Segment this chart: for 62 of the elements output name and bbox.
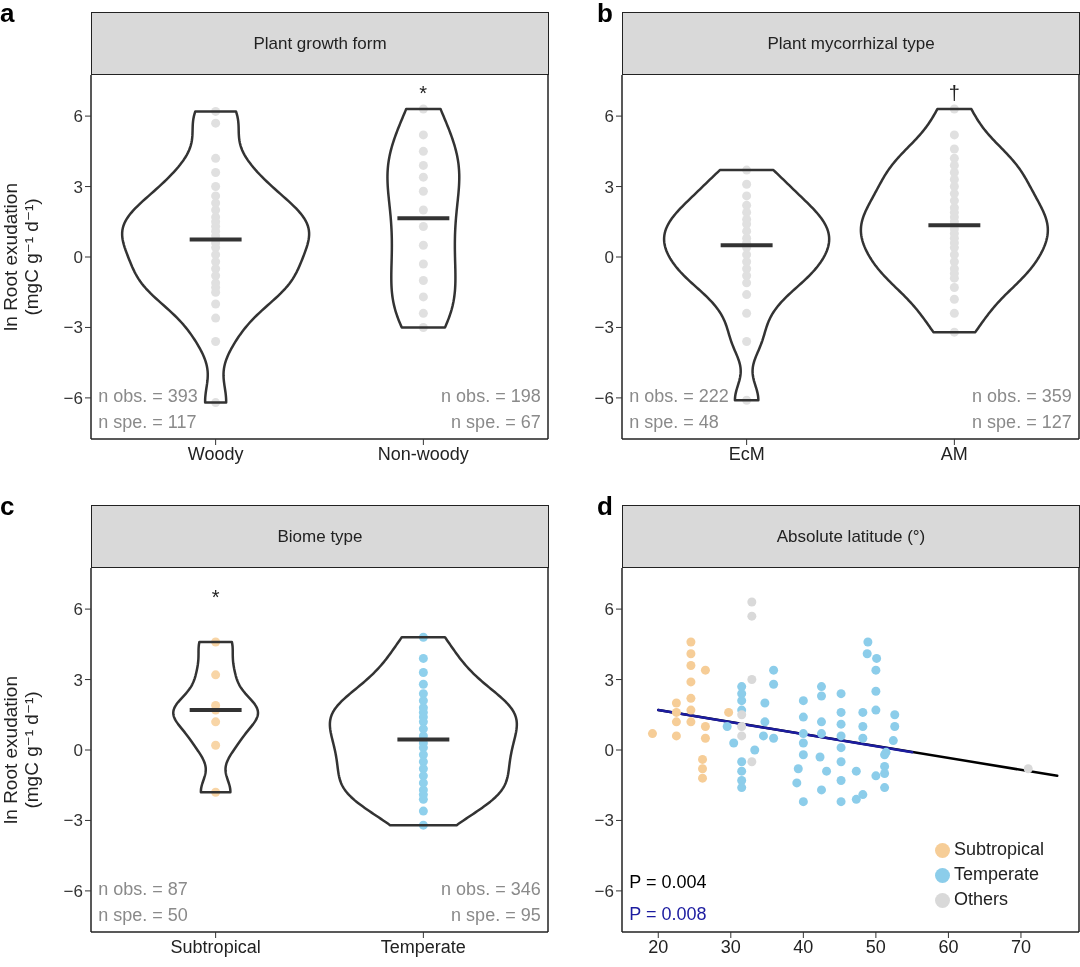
chart-subtitle: Absolute latitude (°)	[776, 526, 926, 547]
y-tick-label: −3	[63, 811, 83, 831]
x-tick-label: EcM	[728, 443, 765, 464]
chart-subtitle: Plant mycorrhizal type	[767, 33, 935, 54]
y-tick-label: −3	[63, 318, 83, 338]
x-tick-label: 50	[865, 936, 886, 957]
annotation: n spe. = 117	[98, 412, 197, 432]
y-tick-label: 3	[73, 177, 83, 197]
x-tick-label: Temperate	[380, 936, 466, 957]
x-tick-label: 60	[938, 936, 959, 957]
x-tick-label: 40	[793, 936, 814, 957]
annotation: n spe. = 67	[451, 412, 541, 432]
annotation: n obs. = 393	[98, 386, 198, 406]
y-tick-label: 0	[604, 741, 614, 761]
y-tick-label: 3	[604, 177, 614, 197]
y-tick-label: −6	[63, 881, 83, 901]
annotation: *	[211, 586, 220, 609]
annotation: P = 0.008	[629, 904, 707, 924]
y-tick-label: −6	[594, 388, 614, 408]
annotation: n spe. = 95	[451, 905, 541, 925]
chart-title: b	[597, 0, 613, 28]
y-tick-label: −3	[594, 318, 614, 338]
y-tick-label: 0	[73, 248, 83, 268]
chart-title: a	[0, 0, 15, 28]
annotation: n obs. = 346	[441, 879, 541, 899]
x-tick-label: 20	[648, 936, 669, 957]
annotation: †	[948, 82, 960, 105]
y-tick-label: 6	[73, 600, 83, 620]
y-tick-label: 0	[73, 741, 83, 761]
annotation: n obs. = 198	[441, 386, 541, 406]
y-tick-label: 6	[604, 107, 614, 127]
y-tick-label: 3	[604, 670, 614, 690]
y-tick-label: 6	[604, 600, 614, 620]
legend-label: Subtropical	[953, 839, 1044, 859]
annotation: *	[419, 82, 428, 105]
annotation: P = 0.004	[629, 872, 707, 892]
x-tick-label: 70	[1010, 936, 1031, 957]
annotation: n obs. = 87	[98, 879, 188, 899]
chart-title: c	[0, 491, 15, 521]
x-tick-label: Subtropical	[170, 936, 261, 957]
legend-label: Others	[953, 889, 1008, 909]
y-tick-label: 3	[73, 670, 83, 690]
annotation: n obs. = 222	[629, 386, 729, 406]
x-tick-label: 30	[720, 936, 741, 957]
annotation: n spe. = 50	[98, 905, 188, 925]
legend-label: Temperate	[953, 864, 1039, 884]
annotation: n spe. = 48	[629, 412, 719, 432]
y-tick-label: −6	[594, 881, 614, 901]
x-tick-label: Woody	[187, 443, 244, 464]
y-axis-title: ln Root exudation (mgC g⁻¹ d⁻¹)	[0, 183, 42, 331]
chart-subtitle: Biome type	[277, 526, 363, 547]
y-tick-label: −6	[63, 388, 83, 408]
chart-subtitle: Plant growth form	[253, 33, 387, 54]
y-tick-label: 0	[604, 248, 614, 268]
y-axis-title: ln Root exudation (mgC g⁻¹ d⁻¹)	[0, 676, 42, 824]
x-tick-label: AM	[940, 443, 968, 464]
annotation: n obs. = 359	[972, 386, 1072, 406]
chart-title: d	[597, 491, 613, 521]
annotation: n spe. = 127	[972, 412, 1072, 432]
x-tick-label: Non-woody	[377, 443, 469, 464]
y-tick-label: −3	[594, 811, 614, 831]
y-tick-label: 6	[73, 107, 83, 127]
